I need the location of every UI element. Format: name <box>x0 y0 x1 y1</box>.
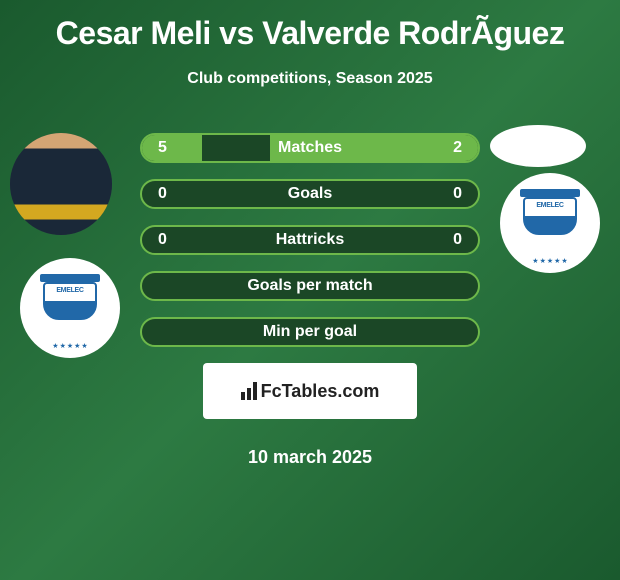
emelec-logo-left: EMELEC ★★★★★ <box>35 278 105 338</box>
chart-icon <box>241 382 257 400</box>
date-text: 10 march 2025 <box>0 447 620 468</box>
player-right-placeholder <box>490 125 586 167</box>
fctables-badge: FcTables.com <box>203 363 417 419</box>
emelec-text-right: EMELEC <box>536 202 563 209</box>
stat-row: Goals per match <box>140 271 480 301</box>
stats-area: EMELEC ★★★★★ EMELEC ★★★★★ 5 Matches 2 0 Goal… <box>0 133 620 468</box>
stat-label: Hattricks <box>276 231 344 249</box>
stat-right-value: 0 <box>453 185 462 203</box>
emelec-text-left: EMELEC <box>56 287 83 294</box>
stat-row: 5 Matches 2 <box>140 133 480 163</box>
stat-label: Goals <box>288 185 332 203</box>
stat-right-value: 2 <box>453 139 462 157</box>
stat-label: Matches <box>278 139 342 157</box>
fctables-text: FcTables.com <box>261 381 380 402</box>
club-badge-right: EMELEC ★★★★★ <box>500 173 600 273</box>
stat-left-value: 5 <box>158 139 167 157</box>
stat-right-value: 0 <box>453 231 462 249</box>
main-container: Cesar Meli vs Valverde RodrÃ­guez Club c… <box>0 0 620 478</box>
emelec-logo-right: EMELEC ★★★★★ <box>515 193 585 253</box>
stat-row: Min per goal <box>140 317 480 347</box>
stat-left-value: 0 <box>158 231 167 249</box>
stat-row: 0 Hattricks 0 <box>140 225 480 255</box>
player-jersey <box>10 133 112 235</box>
subtitle: Club competitions, Season 2025 <box>187 70 432 88</box>
stat-label: Min per goal <box>263 323 357 341</box>
player-left-photo <box>10 133 112 235</box>
stat-left-fill <box>142 135 202 161</box>
page-title: Cesar Meli vs Valverde RodrÃ­guez <box>56 15 565 52</box>
stat-row: 0 Goals 0 <box>140 179 480 209</box>
stat-left-value: 0 <box>158 185 167 203</box>
stat-label: Goals per match <box>247 277 372 295</box>
club-badge-left: EMELEC ★★★★★ <box>20 258 120 358</box>
